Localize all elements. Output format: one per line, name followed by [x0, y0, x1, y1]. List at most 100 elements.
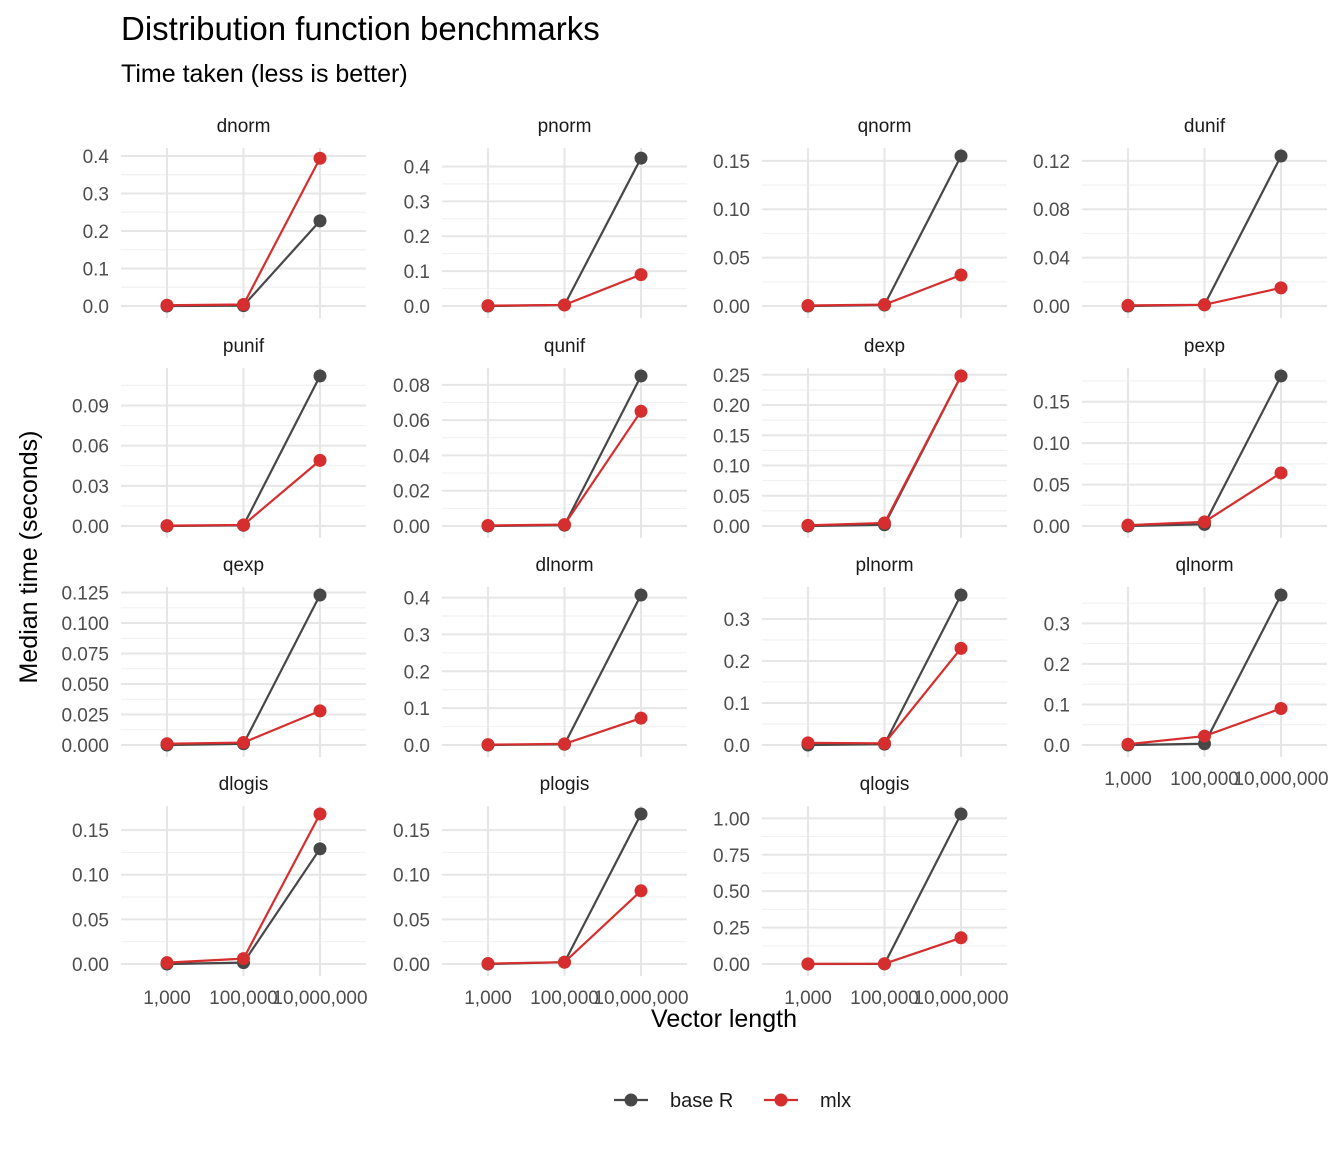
y-tick-label: 0.00 [713, 297, 750, 318]
y-tick-label: 0.3 [1044, 614, 1070, 635]
data-point-mlx [481, 957, 495, 971]
data-point-base-r [954, 588, 968, 602]
y-tick-label: 0.00 [1033, 517, 1070, 538]
y-tick-label: 0.4 [404, 589, 431, 610]
y-tick-label: 0.25 [713, 919, 750, 940]
y-tick-label: 0.3 [724, 610, 750, 631]
y-tick-label: 0.1 [1044, 695, 1070, 716]
data-point-mlx [1198, 729, 1211, 743]
y-tick-label: 0.2 [83, 222, 109, 243]
y-tick-label: 0.1 [404, 699, 430, 720]
data-point-base-r [634, 588, 648, 602]
y-tick-label: 0.000 [61, 736, 109, 757]
x-tick-label: 10,000,000 [593, 988, 688, 1009]
y-tick-label: 0.3 [404, 625, 430, 646]
y-tick-label: 1.00 [713, 809, 750, 830]
facet-panel-dnorm: dnorm 0.0 0.1 0.2 0.3 0.4 [83, 116, 366, 318]
y-tick-label: 0.03 [72, 477, 109, 498]
data-point-base-r [313, 214, 327, 228]
facet-panel-qunif: qunif 0.00 0.02 0.04 0.06 0.08 [393, 336, 687, 538]
y-tick-label: 0.0 [83, 297, 109, 318]
y-tick-label: 0.2 [404, 227, 430, 248]
y-tick-label: 0.1 [404, 262, 430, 283]
data-point-mlx [878, 736, 891, 750]
data-point-base-r [954, 807, 968, 821]
y-tick-label: 0.15 [72, 821, 109, 842]
y-tick-label: 0.08 [393, 376, 430, 397]
data-point-base-r [1274, 149, 1288, 163]
y-tick-label: 0.2 [724, 652, 750, 673]
x-tick-label: 1,000 [784, 988, 832, 1009]
y-tick-label: 0.1 [83, 260, 109, 281]
y-tick-label: 0.05 [1033, 476, 1070, 497]
y-tick-label: 0.00 [393, 517, 430, 538]
data-point-base-r [634, 369, 648, 383]
data-point-mlx [160, 519, 174, 533]
data-point-mlx [954, 369, 968, 383]
data-point-mlx [954, 931, 968, 945]
data-point-mlx [1121, 737, 1135, 751]
y-tick-label: 0.12 [1033, 152, 1070, 173]
y-tick-label: 0.05 [713, 487, 750, 508]
y-tick-label: 0.04 [1033, 249, 1070, 270]
data-point-mlx [1274, 466, 1288, 480]
y-tick-label: 0.25 [713, 366, 750, 387]
x-tick-label: 1,000 [464, 988, 512, 1009]
y-tick-label: 0.0 [404, 736, 430, 757]
x-tick-label: 10,000,000 [913, 988, 1008, 1009]
data-point-mlx [237, 952, 250, 966]
data-point-mlx [1274, 702, 1288, 716]
y-tick-label: 0.02 [393, 482, 430, 503]
y-tick-label: 0.05 [393, 910, 430, 931]
y-tick-label: 0.75 [713, 846, 750, 867]
x-tick-label: 1,000 [1104, 769, 1152, 790]
data-point-base-r [313, 369, 327, 383]
y-tick-label: 0.08 [1033, 200, 1070, 221]
facet-panel-dexp: dexp 0.00 0.05 0.10 0.15 0.20 0.25 [713, 336, 1007, 538]
y-tick-label: 0.05 [72, 910, 109, 931]
data-point-mlx [878, 957, 891, 971]
data-point-mlx [634, 884, 648, 898]
y-tick-label: 0.06 [393, 411, 430, 432]
facet-title: dexp [864, 336, 905, 357]
data-point-mlx [160, 737, 174, 751]
facet-title: plnorm [855, 555, 913, 576]
data-point-base-r [313, 588, 327, 602]
y-tick-label: 0.15 [713, 426, 750, 447]
x-tick-label: 100,000 [209, 988, 278, 1009]
data-point-mlx [237, 298, 250, 311]
data-point-mlx [237, 518, 250, 532]
x-tick-label: 10,000,000 [272, 988, 367, 1009]
facet-title: punif [223, 336, 265, 357]
y-tick-label: 0.20 [713, 396, 750, 417]
data-point-mlx [558, 518, 571, 532]
facet-panel-dlogis: dlogis 0.00 0.05 0.10 0.15 1,000 100,00010,000… [72, 774, 368, 1009]
facet-panel-plnorm: plnorm 0.0 0.1 0.2 0.3 [724, 555, 1007, 757]
x-tick-label: 100,000 [850, 988, 919, 1009]
facet-title: qunif [544, 336, 586, 357]
data-point-base-r [954, 149, 968, 163]
data-point-mlx [1198, 298, 1211, 312]
legend-entry-base-r: base R [614, 1090, 733, 1112]
facet-title: pnorm [538, 116, 592, 137]
y-tick-label: 0.05 [713, 249, 750, 270]
facet-panel-dlnorm: dlnorm 0.0 0.1 0.2 0.3 0.4 [404, 555, 687, 757]
legend-label: mlx [820, 1090, 851, 1112]
y-tick-label: 0.10 [1033, 434, 1070, 455]
facet-title: qnorm [858, 116, 912, 137]
data-point-mlx [558, 955, 571, 969]
legend-key-point [624, 1093, 638, 1107]
x-tick-label: 1,000 [143, 988, 191, 1009]
facet-panel-qlogis: qlogis 0.00 0.25 0.50 0.75 1.00 1,000 100,00010… [713, 774, 1009, 1009]
data-point-mlx [481, 299, 495, 313]
data-point-mlx [801, 518, 815, 532]
data-point-mlx [558, 298, 571, 312]
y-tick-label: 0.00 [1033, 297, 1070, 318]
y-tick-label: 0.075 [61, 645, 109, 666]
y-tick-label: 0.4 [83, 147, 110, 168]
data-point-base-r [634, 151, 648, 165]
facet-title: plogis [540, 774, 590, 795]
facet-panel-punif: punif 0.00 0.03 0.06 0.09 [72, 336, 366, 538]
facet-title: pexp [1184, 336, 1225, 357]
data-point-mlx [878, 516, 891, 530]
